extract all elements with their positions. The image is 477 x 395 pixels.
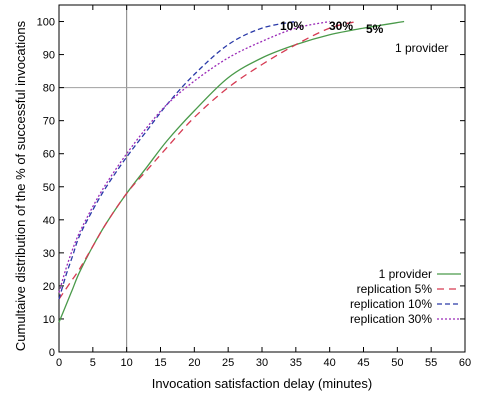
x-tick-label: 5 [90,357,96,369]
x-tick-label: 15 [154,357,166,369]
y-tick-label: 0 [49,347,55,359]
series-end-label-0: 1 provider [395,41,448,55]
legend-label-0: 1 provider [379,267,432,281]
y-tick-label: 70 [43,116,55,128]
y-tick-label: 100 [37,17,55,29]
x-tick-label: 45 [357,357,369,369]
y-tick-label: 40 [43,215,55,227]
x-tick-label: 35 [290,357,302,369]
x-tick-label: 50 [391,357,403,369]
x-tick-label: 10 [121,357,133,369]
series-line-3 [58,20,330,293]
series-end-label-1: 5% [366,22,384,36]
series-layer [58,20,405,323]
series-line-2 [58,20,296,300]
y-tick-label: 20 [43,281,55,293]
x-tick-label: 0 [56,357,62,369]
x-axis: 0 5 10 15 20 25 30 35 40 45 50 55 60 [56,5,471,369]
x-tick-label: 25 [222,357,234,369]
series-line-1 [58,20,357,300]
y-tick-label: 60 [43,149,55,161]
x-tick-label: 40 [324,357,336,369]
series-end-label-3: 30% [329,19,353,33]
y-tick-label: 30 [43,248,55,260]
legend-label-3: replication 30% [350,312,432,326]
x-axis-title: Invocation satisfaction delay (minutes) [152,376,372,391]
reference-lines [59,5,465,352]
y-tick-label: 10 [43,314,55,326]
end-labels: 1 provider 5% 10% 30% [280,19,448,55]
legend-label-2: replication 10% [350,297,432,311]
y-axis: 0 10 20 30 40 50 60 70 80 90 100 [37,17,465,359]
y-tick-label: 90 [43,50,55,62]
y-axis-title: Cumultaive distribution of the % of succ… [13,20,28,351]
y-tick-label: 80 [43,83,55,95]
x-tick-label: 20 [188,357,200,369]
x-tick-label: 60 [459,357,471,369]
x-tick-label: 55 [425,357,437,369]
series-line-0 [58,20,405,323]
series-end-label-2: 10% [280,19,304,33]
legend-label-1: replication 5% [357,282,433,296]
x-tick-label: 30 [256,357,268,369]
y-tick-label: 50 [43,182,55,194]
